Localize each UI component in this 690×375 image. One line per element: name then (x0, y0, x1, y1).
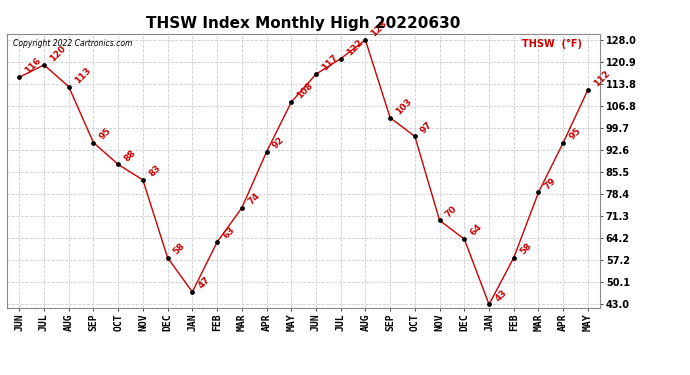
Point (558, 140, 569, 146)
Text: 116: 116 (23, 56, 43, 76)
Text: 58: 58 (518, 241, 533, 256)
Text: 58: 58 (172, 241, 187, 256)
Point (187, 289, 198, 295)
Point (236, 205, 247, 211)
Point (484, 302, 495, 307)
Point (409, 134, 420, 140)
Text: 92: 92 (270, 135, 286, 151)
Text: 108: 108 (295, 81, 315, 101)
Point (39, 62, 50, 68)
Text: 63: 63 (221, 226, 237, 241)
Point (137, 177, 148, 183)
Text: 120: 120 (48, 44, 68, 63)
Point (509, 255, 520, 261)
Text: 74: 74 (246, 191, 262, 207)
Text: 70: 70 (444, 204, 459, 219)
Point (360, 37, 371, 43)
Title: THSW Index Monthly High 20220630: THSW Index Monthly High 20220630 (146, 16, 461, 31)
Text: 97: 97 (419, 120, 435, 135)
Point (212, 239, 223, 245)
Text: 43: 43 (493, 288, 509, 303)
Text: 88: 88 (122, 148, 137, 163)
Point (434, 217, 445, 223)
Text: 79: 79 (542, 176, 558, 191)
Point (162, 255, 173, 261)
Text: Copyright 2022 Cartronics.com: Copyright 2022 Cartronics.com (13, 39, 132, 48)
Text: 112: 112 (592, 69, 612, 88)
Point (286, 99, 297, 105)
Point (261, 149, 272, 155)
Point (88, 140, 99, 146)
Point (310, 71, 322, 77)
Point (459, 236, 470, 242)
Text: 122: 122 (345, 38, 364, 57)
Text: 128: 128 (370, 19, 389, 39)
Point (335, 56, 346, 62)
Text: 95: 95 (567, 126, 582, 141)
Text: 113: 113 (73, 66, 92, 85)
Point (14, 74, 25, 80)
Text: 64: 64 (469, 222, 484, 238)
Text: 103: 103 (394, 97, 414, 116)
Point (63, 84, 75, 90)
Point (582, 87, 593, 93)
Point (533, 189, 544, 195)
Text: THSW  (°F): THSW (°F) (522, 39, 582, 49)
Text: 117: 117 (320, 53, 340, 73)
Point (384, 115, 395, 121)
Text: 47: 47 (197, 275, 212, 291)
Point (112, 161, 124, 167)
Text: 95: 95 (97, 126, 113, 141)
Text: 83: 83 (147, 164, 162, 178)
